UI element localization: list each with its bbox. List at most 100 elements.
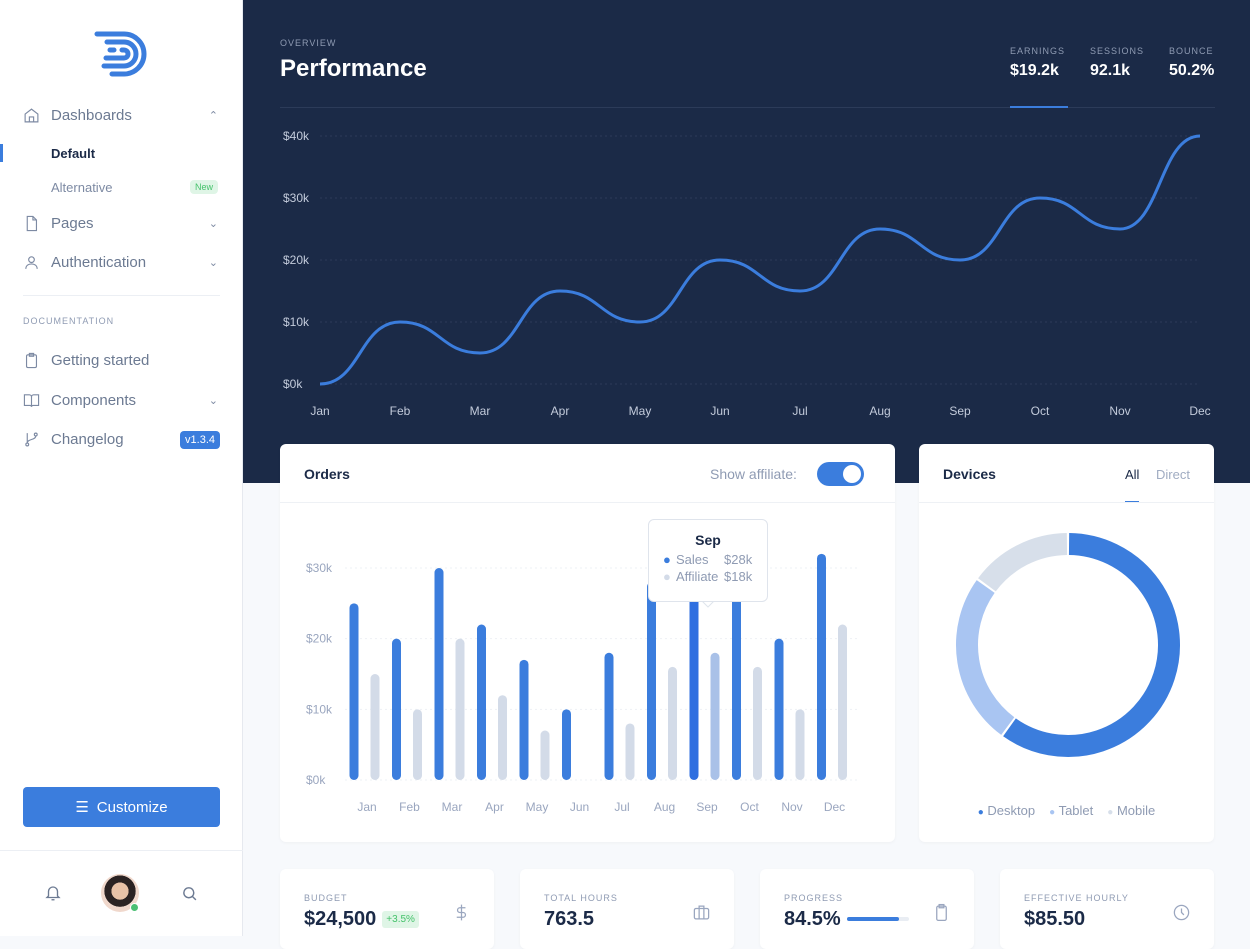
- stat-label: Effective Hourly: [1024, 893, 1129, 903]
- legend-label: Tablet: [1058, 803, 1094, 818]
- clipboard-icon: [936, 903, 947, 922]
- legend-item[interactable]: ● Desktop: [978, 803, 1035, 818]
- sidebar-item-alternative[interactable]: Alternative: [51, 180, 113, 195]
- sidebar-item-default[interactable]: Default: [51, 146, 96, 161]
- y-tick-label: $10k: [306, 702, 333, 716]
- devices-title: Devices: [943, 466, 996, 482]
- new-badge: New: [190, 180, 219, 194]
- stat-value: 50.2%: [1169, 62, 1215, 79]
- stat-value: $85.50: [1024, 908, 1086, 930]
- x-tick-label: Jan: [310, 404, 329, 418]
- affiliate-bar[interactable]: [753, 666, 762, 780]
- show-affiliate-label: Show affiliate:: [710, 466, 797, 482]
- book-icon: [23, 394, 40, 407]
- sidebar-item-dashboards[interactable]: Dashboards ⌃: [23, 107, 220, 124]
- active-stat-underline: [1010, 106, 1068, 108]
- sidebar-item-components[interactable]: Components ⌄: [23, 392, 220, 409]
- clipboard-icon: [25, 352, 38, 369]
- stat-sessions[interactable]: Sessions 92.1k: [1090, 46, 1144, 80]
- stat-value: 92.1k: [1090, 62, 1131, 79]
- sales-bar[interactable]: [647, 582, 656, 780]
- y-tick-label: $20k: [283, 253, 310, 267]
- toggle-knob: [843, 465, 861, 483]
- x-tick-label: Mar: [470, 404, 491, 418]
- stat-label: Earnings: [1010, 46, 1066, 56]
- performance-header: [243, 0, 1250, 483]
- x-tick-label: Oct: [1031, 404, 1050, 418]
- stat-bounce[interactable]: Bounce 50.2%: [1169, 46, 1214, 80]
- sales-bar[interactable]: [604, 652, 614, 780]
- sales-bar[interactable]: [817, 553, 826, 780]
- y-tick-label: $20k: [306, 632, 333, 646]
- sales-bar[interactable]: [689, 582, 699, 780]
- stat-label: Bounce: [1169, 46, 1214, 56]
- online-status-dot: [130, 903, 139, 912]
- affiliate-bar[interactable]: [498, 695, 507, 780]
- affiliate-bar[interactable]: [455, 638, 465, 780]
- nav-label: Components: [51, 392, 137, 409]
- chevron-down-icon: ⌄: [208, 218, 218, 230]
- sales-bar[interactable]: [519, 659, 529, 780]
- sales-bar[interactable]: [732, 582, 741, 780]
- y-tick-label: $0k: [306, 773, 326, 787]
- stat-value: $24,500: [304, 908, 377, 930]
- stat-card: Progress 84.5%: [760, 869, 974, 949]
- affiliate-bar[interactable]: [625, 723, 635, 780]
- dollar-icon: [456, 904, 467, 921]
- mobile-slice[interactable]: [978, 533, 1068, 592]
- sidebar-item-changelog[interactable]: Changelog v1.3.4: [23, 431, 220, 449]
- affiliate-bar[interactable]: [710, 652, 720, 780]
- progress-fill: [846, 917, 900, 921]
- tablet-slice[interactable]: [956, 580, 1015, 735]
- stat-card: Budget $24,500 +3.5%: [280, 869, 494, 949]
- legend-dot: ●: [977, 807, 984, 818]
- x-tick-label: Feb: [399, 800, 420, 814]
- file-icon: [26, 215, 38, 232]
- bell-icon[interactable]: [44, 884, 62, 902]
- orders-bar-chart: $0k $10k $20k $30k Jan Feb Mar Apr May Jun Jul Aug S…: [306, 553, 860, 814]
- legend-item[interactable]: ● Tablet: [1049, 803, 1093, 818]
- git-branch-icon: [25, 432, 38, 447]
- affiliate-bar[interactable]: [413, 709, 422, 780]
- desktop-slice[interactable]: [1003, 533, 1180, 757]
- x-tick-label: Mar: [442, 800, 463, 814]
- briefcase-icon: [693, 905, 710, 920]
- affiliate-bar[interactable]: [668, 666, 677, 780]
- x-tick-label: Jan: [357, 800, 376, 814]
- version-badge: v1.3.4: [180, 431, 220, 449]
- sales-bar[interactable]: [774, 638, 784, 780]
- sales-bar[interactable]: [392, 638, 401, 780]
- stat-earnings[interactable]: Earnings $19.2k: [1010, 46, 1065, 80]
- eyebrow: Overview: [280, 38, 337, 48]
- affiliate-bar[interactable]: [838, 624, 847, 780]
- chart-tooltip: Sep ● Sales $28k ● Affiliate $18k: [648, 519, 768, 602]
- customize-button[interactable]: ☰ Customize: [23, 787, 220, 827]
- sales-bar[interactable]: [562, 709, 571, 780]
- tab-all[interactable]: All: [1125, 467, 1140, 482]
- tooltip-value: $18k: [724, 569, 753, 584]
- x-tick-label: May: [629, 404, 652, 418]
- sidebar-item-getting-started[interactable]: Getting started: [23, 352, 220, 369]
- tab-direct[interactable]: Direct: [1156, 467, 1190, 482]
- affiliate-bar[interactable]: [370, 674, 380, 780]
- stat-label: Total Hours: [544, 893, 618, 903]
- logo[interactable]: [94, 30, 150, 78]
- show-affiliate-toggle[interactable]: [817, 462, 864, 486]
- tooltip-value: $28k: [724, 552, 753, 567]
- sales-bar[interactable]: [349, 603, 359, 780]
- sidebar-item-authentication[interactable]: Authentication ⌄: [23, 254, 220, 271]
- nav-label: Pages: [51, 215, 94, 232]
- sales-bar[interactable]: [477, 624, 486, 780]
- orders-card: Orders Show affiliate:: [280, 444, 895, 842]
- legend-item[interactable]: ● Mobile: [1107, 803, 1155, 818]
- x-tick-label: Nov: [781, 800, 802, 814]
- tooltip-label: Sales: [676, 552, 709, 567]
- sales-bar[interactable]: [434, 568, 444, 780]
- sliders-icon: ☰: [75, 799, 89, 816]
- search-icon[interactable]: [181, 885, 198, 902]
- affiliate-bar[interactable]: [795, 709, 805, 780]
- stat-value: 763.5: [544, 908, 595, 930]
- sidebar-item-pages[interactable]: Pages ⌄: [23, 215, 220, 232]
- nav-label: Dashboards: [51, 107, 132, 124]
- affiliate-bar[interactable]: [540, 730, 550, 780]
